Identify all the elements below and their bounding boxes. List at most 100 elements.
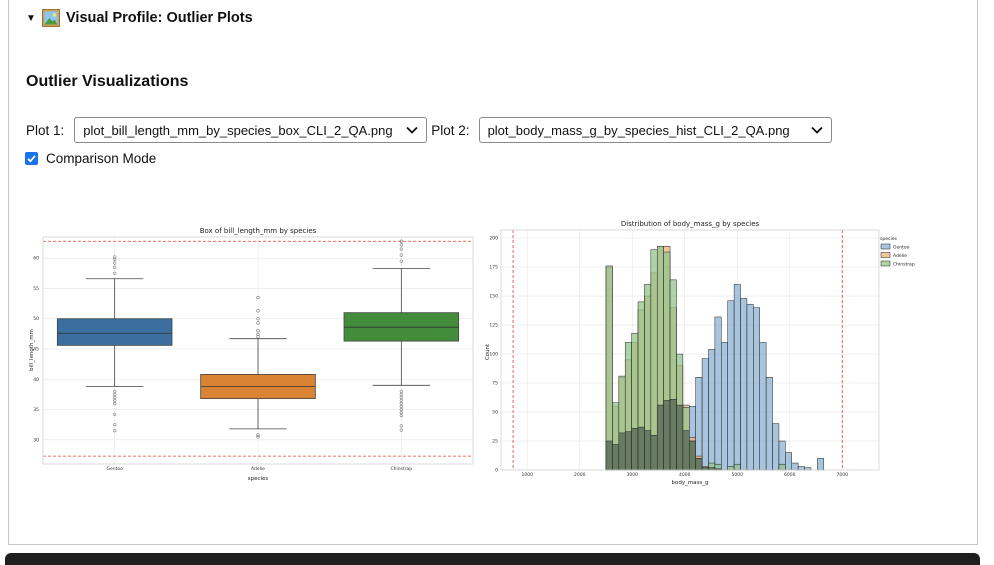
chevron-down-icon bbox=[810, 126, 823, 134]
plot2-select[interactable]: plot_body_mass_g_by_species_hist_CLI_2_Q… bbox=[478, 117, 832, 143]
hist-bar-gentoo bbox=[753, 307, 760, 471]
plot2-xlabel: body_mass_g bbox=[671, 480, 708, 486]
plot2-ytick-label: 50 bbox=[492, 410, 498, 416]
plot2-ylabel: Count bbox=[485, 343, 491, 360]
hist-bar-gentoo bbox=[772, 423, 780, 471]
chevron-down-icon bbox=[406, 126, 418, 134]
scrollbar-track[interactable] bbox=[980, 0, 994, 561]
plot1-select[interactable]: plot_bill_length_mm_by_species_box_CLI_2… bbox=[74, 117, 428, 143]
plot2-xtick-label: 3000 bbox=[627, 472, 639, 478]
hist-bar-gentoo bbox=[733, 284, 741, 471]
hist-bar-gentoo bbox=[727, 300, 735, 471]
plot1-title: Box of bill_length_mm by species bbox=[200, 227, 317, 235]
plot2-xtick-label: 5000 bbox=[732, 472, 744, 478]
hist-bar-overlap bbox=[695, 458, 703, 471]
plot1-xtick-label: Adelie bbox=[251, 466, 265, 472]
hist-bar-overlap bbox=[605, 440, 613, 471]
hist-bar-overlap bbox=[624, 431, 632, 471]
hist-bar-overlap bbox=[682, 430, 690, 471]
hist-bar-overlap bbox=[689, 440, 696, 471]
plot2-xtick-label: 7000 bbox=[837, 472, 849, 478]
hist-bar-gentoo bbox=[746, 303, 754, 471]
plot2-ytick-label: 200 bbox=[489, 236, 498, 242]
box-flier bbox=[399, 389, 403, 394]
legend-swatch-gentoo bbox=[880, 243, 891, 250]
plot1-xlabel: species bbox=[248, 476, 269, 482]
legend-title: species bbox=[880, 236, 897, 242]
plot2-ytick-label: 100 bbox=[489, 352, 498, 358]
comparison-mode-label: Comparison Mode bbox=[46, 151, 157, 166]
plot2-axes-frame bbox=[500, 229, 880, 471]
plot2-ytick-label: 125 bbox=[489, 323, 498, 329]
box-flier bbox=[256, 332, 260, 337]
hist-bar-gentoo bbox=[759, 342, 767, 471]
plot1-axes-frame bbox=[42, 236, 474, 465]
plot1-ytick-label: 40 bbox=[33, 377, 39, 383]
box-flier bbox=[113, 412, 117, 417]
box-flier bbox=[256, 317, 260, 321]
box-flier bbox=[256, 309, 260, 313]
plot2-xtick-label: 2000 bbox=[574, 472, 586, 478]
comparison-mode-checkbox[interactable] bbox=[25, 152, 38, 165]
box-flier bbox=[113, 257, 117, 262]
plot1-ylabel: bill_length_mm bbox=[29, 329, 35, 371]
hist-bar-gentoo bbox=[785, 452, 792, 471]
plot1-ytick-label: 55 bbox=[33, 286, 39, 292]
box-flier bbox=[256, 329, 260, 333]
hist-bar-gentoo bbox=[765, 376, 773, 471]
hist-bar-overlap bbox=[669, 399, 677, 471]
plot2-xtick-label: 1000 bbox=[522, 472, 534, 478]
box-flier bbox=[113, 261, 117, 265]
box-flier bbox=[399, 424, 403, 428]
hist-bar-overlap bbox=[612, 444, 620, 471]
hist-bar-gentoo bbox=[791, 462, 799, 471]
box-flier bbox=[113, 389, 117, 394]
plot2-title: Distribution of body_mass_g by species bbox=[621, 220, 760, 228]
hist-bar-gentoo bbox=[701, 358, 709, 471]
triangle-down-icon[interactable]: ▼ bbox=[26, 12, 36, 24]
box-flier bbox=[113, 423, 117, 427]
plot2-ytick-label: 175 bbox=[489, 265, 498, 271]
bottom-bar bbox=[5, 553, 980, 565]
hist-bar-gentoo bbox=[708, 349, 716, 471]
plot2-xtick-label: 4000 bbox=[679, 472, 691, 478]
hist-bar-overlap bbox=[656, 404, 664, 471]
hist-bar-chinstrap bbox=[605, 265, 613, 471]
plot1-label: Plot 1: bbox=[26, 122, 65, 138]
legend-swatch-chinstrap bbox=[880, 260, 891, 267]
comparison-mode-row[interactable]: Comparison Mode bbox=[25, 151, 156, 166]
section-title: Outlier Visualizations bbox=[26, 73, 189, 90]
hist-bar-chinstrap bbox=[727, 466, 735, 471]
plot2-xtick-label: 6000 bbox=[784, 472, 796, 478]
hist-bar-chinstrap bbox=[778, 463, 786, 471]
hist-bar-overlap bbox=[631, 428, 639, 471]
box-flier bbox=[256, 435, 260, 439]
hist-bar-gentoo bbox=[817, 458, 825, 471]
hist-bar-overlap bbox=[650, 434, 658, 471]
box-flier bbox=[113, 265, 117, 269]
box-flier bbox=[256, 295, 260, 300]
box-flier bbox=[399, 428, 403, 432]
box-flier bbox=[256, 433, 260, 437]
box-flier bbox=[399, 247, 403, 251]
hist-bar-gentoo bbox=[721, 342, 728, 471]
legend-label-chinstrap: Chinstrap bbox=[893, 261, 915, 267]
plot2-select-value: plot_body_mass_g_by_species_hist_CLI_2_Q… bbox=[487, 122, 790, 138]
box-flier bbox=[399, 259, 403, 263]
plot2-ytick-label: 75 bbox=[492, 381, 498, 387]
plot-selector-row: Plot 1: plot_bill_length_mm_by_species_b… bbox=[26, 117, 832, 143]
plot2-ytick-label: 25 bbox=[492, 439, 498, 445]
plot1-select-value: plot_bill_length_mm_by_species_box_CLI_2… bbox=[83, 122, 393, 138]
plot1-image: 30 35 40 45 50 55 60 Gentoo Adelie Chinstrap Box… bbox=[25, 214, 480, 486]
plot1-ytick-label: 45 bbox=[33, 346, 39, 352]
legend-label-gentoo: Gentoo bbox=[893, 244, 910, 250]
plot2-legend: species Gentoo Adelie Chinstrap bbox=[880, 236, 915, 267]
box-flier bbox=[113, 255, 117, 259]
details-summary[interactable]: ▼ Visual Profile: Outlier Plots bbox=[26, 9, 253, 27]
legend-label-adelie: Adelie bbox=[893, 253, 907, 259]
framed-picture-icon bbox=[42, 9, 60, 27]
box-flier bbox=[113, 271, 117, 275]
plot2-label: Plot 2: bbox=[431, 122, 470, 138]
legend-swatch-adelie bbox=[880, 252, 891, 258]
hist-bar-gentoo bbox=[714, 316, 722, 471]
